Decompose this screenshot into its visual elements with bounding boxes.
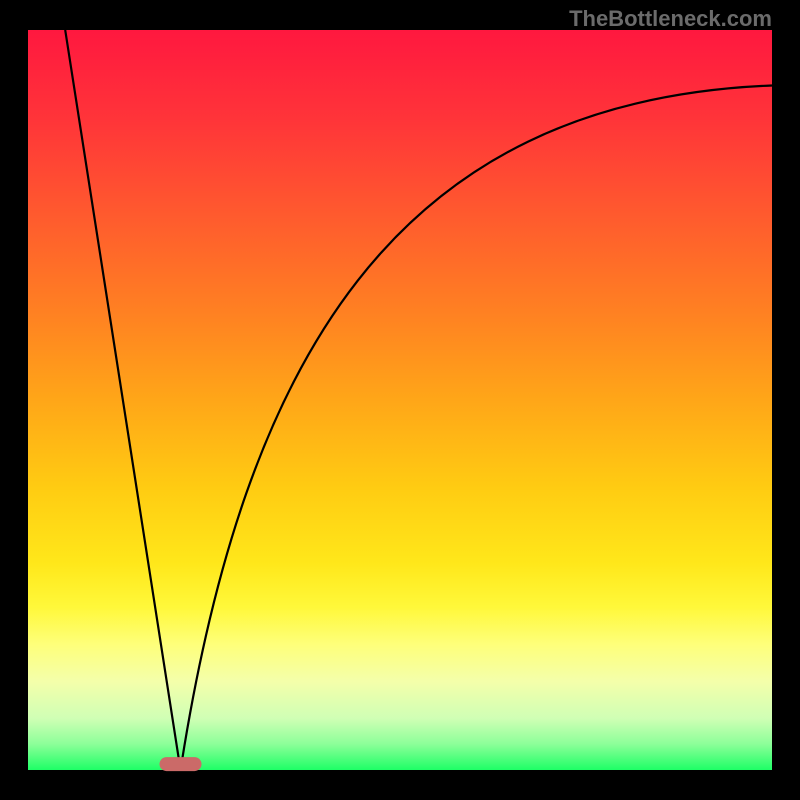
plot-background [28, 30, 772, 770]
watermark-text: TheBottleneck.com [569, 6, 772, 32]
chart-container: TheBottleneck.com [0, 0, 800, 800]
optimum-marker [160, 757, 202, 771]
bottleneck-chart [0, 0, 800, 800]
